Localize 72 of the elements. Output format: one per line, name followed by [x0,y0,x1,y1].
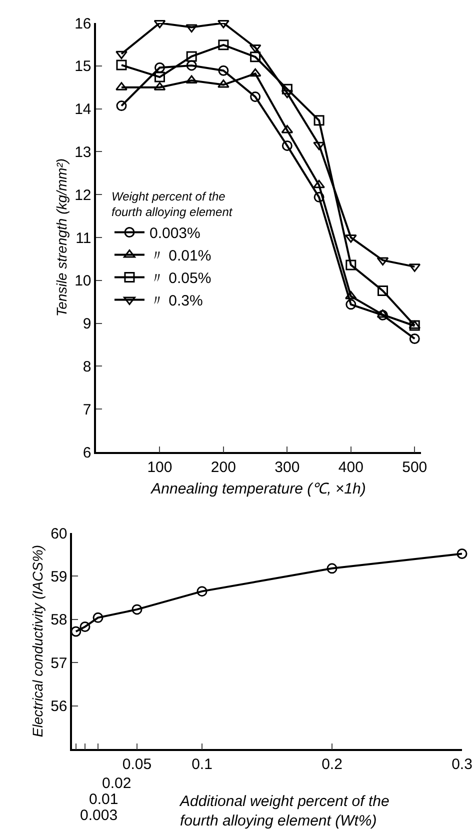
point [116,100,127,112]
point [116,60,127,70]
y-tick-label: 13 [74,144,92,161]
x-tick-label: 0.1 [192,756,212,773]
y-tick-label: 12 [74,186,92,204]
point [80,621,90,632]
point [456,548,468,559]
x-tick-label: 0.3 [452,756,472,773]
x-tick-label: 500 [402,458,428,476]
y-tick-label: 59 [50,568,68,586]
x-tick-label: 0.05 [122,756,152,773]
point [70,626,82,637]
x-tick-label: 200 [210,458,236,476]
y-tick-label: 10 [74,272,92,290]
y-tick-label: 58 [50,612,68,629]
point [346,299,356,310]
point [281,90,294,98]
point [196,586,208,597]
point [346,260,356,270]
point [186,60,197,71]
x-axis-title: Annealing temperature (℃, ×1h) [150,480,366,498]
legend-label: 〃 0.3% [149,292,203,310]
point [282,84,292,94]
legend-title: Weight percent of the fourth alloying element [111,189,233,219]
y-tick-label: 16 [74,15,92,32]
point [116,82,128,90]
point [250,92,261,102]
legend-label: 〃 0.05% [149,270,212,288]
x-tick-label: 0.2 [322,756,342,773]
point [218,20,230,28]
legend-label: 0.003% [149,225,200,242]
point [313,142,325,150]
point [186,51,197,62]
y-tick-label: 56 [50,698,68,716]
y-tick-label: 57 [50,654,68,672]
point [92,612,104,623]
y-tick-label: 60 [50,525,68,542]
y-tick-label: 15 [74,58,92,76]
point [218,65,229,76]
x-axis-title: Additional weight percent of the fourth alloying element (Wt%) [179,793,390,830]
x-tick-label: 400 [338,458,364,476]
y-tick-label: 14 [74,101,92,118]
point [378,285,388,296]
point [313,180,325,188]
point [249,68,262,77]
point [154,72,165,82]
point [154,62,165,73]
text: 0.003 [80,807,118,824]
text: 0.01 [89,791,118,808]
point [132,604,142,615]
x-tick-label: 300 [274,458,300,476]
y-tick-label: 9 [82,316,92,333]
point [409,320,420,331]
point [326,563,338,574]
point [314,115,324,126]
point [409,333,420,344]
point [249,44,262,53]
legend-label: 〃 0.01% [149,248,212,265]
point [282,140,292,151]
point [186,24,198,33]
text: 0.02 [102,775,132,792]
y-tick-label: 11 [76,230,92,247]
point [116,50,128,60]
y-tick-label: 7 [82,401,92,418]
y-axis-title: Electrical conductivity (IACS%) [30,544,46,738]
y-axis-title: Tensile strength (kg/mm²) [54,158,70,317]
y-tick-label: 8 [82,358,92,376]
x-tick-label: 100 [147,458,172,476]
point [218,40,229,50]
point [250,52,261,62]
y-tick-label: 6 [82,444,92,462]
point [218,80,230,88]
